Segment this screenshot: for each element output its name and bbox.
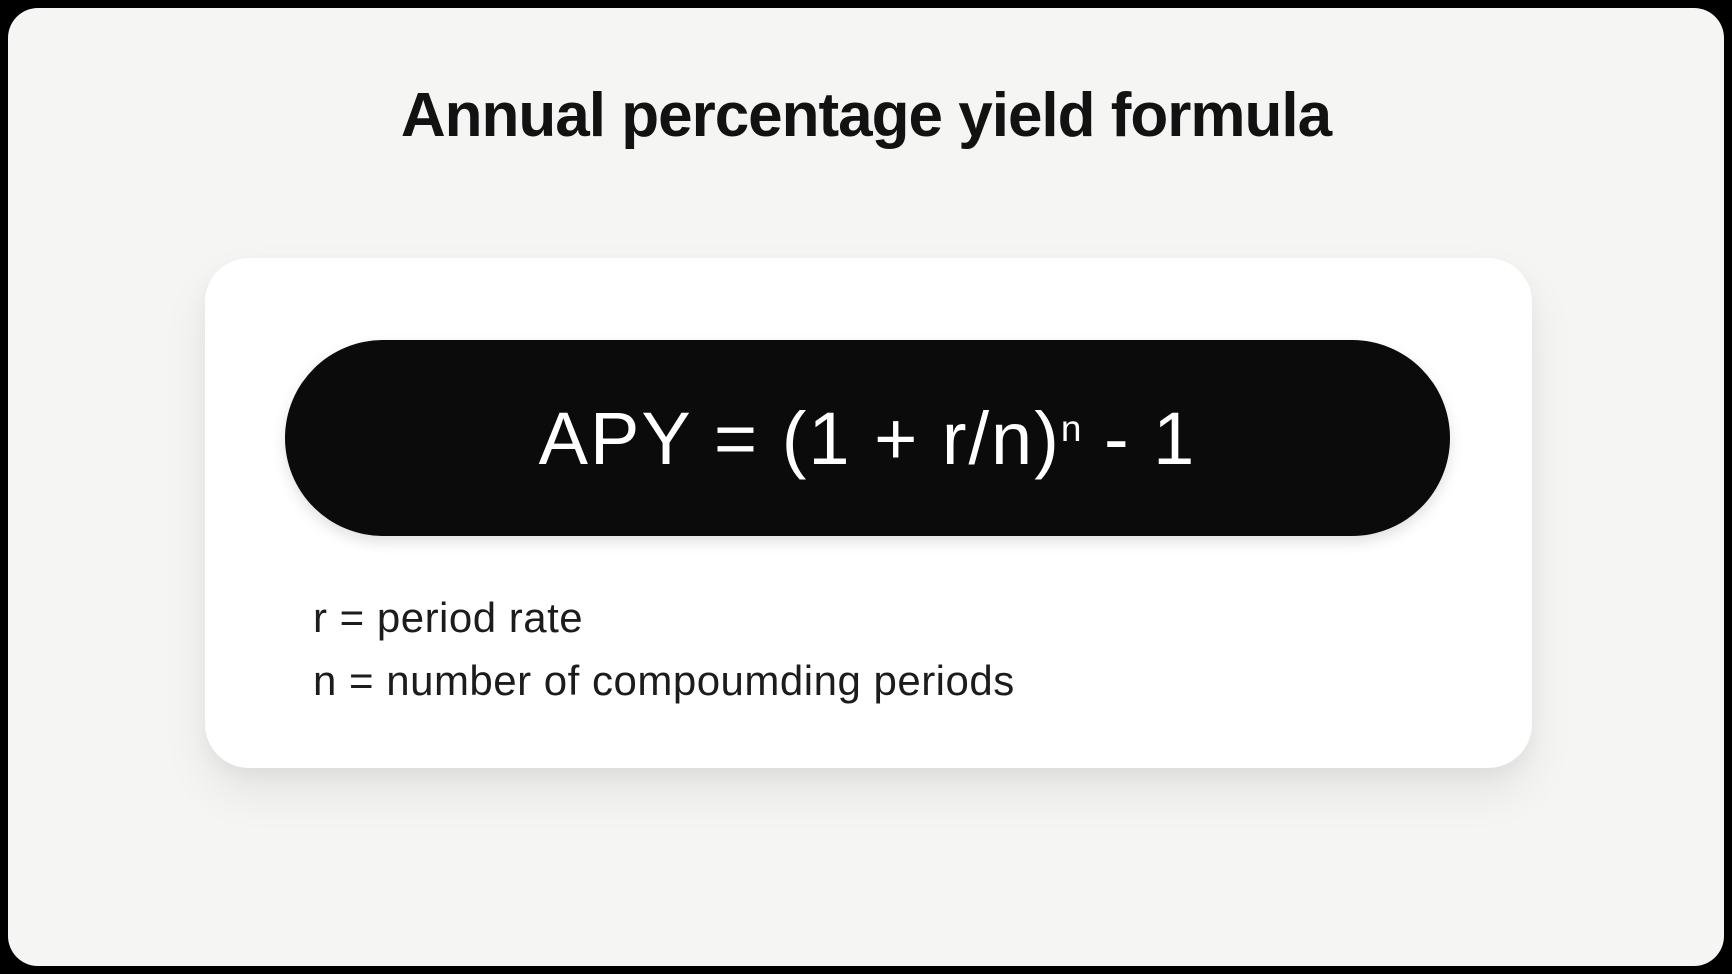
formula-pill: APY = (1 + r/n)n - 1 — [285, 340, 1450, 536]
infographic-panel: Annual percentage yield formula APY = (1… — [8, 8, 1724, 966]
legend: r = period rate n = number of compoumdin… — [313, 586, 1015, 712]
formula-main: APY = (1 + r/n) — [538, 396, 1061, 480]
legend-item-r: r = period rate — [313, 594, 584, 641]
apy-formula: APY = (1 + r/n)n - 1 — [539, 396, 1197, 481]
formula-suffix: - 1 — [1081, 396, 1197, 480]
page-title: Annual percentage yield formula — [400, 81, 1332, 150]
formula-card: APY = (1 + r/n)n - 1 r = period rate n =… — [205, 258, 1532, 768]
formula-exponent: n — [1060, 407, 1082, 449]
legend-item-n: n = number of compoumding periods — [313, 657, 1015, 704]
